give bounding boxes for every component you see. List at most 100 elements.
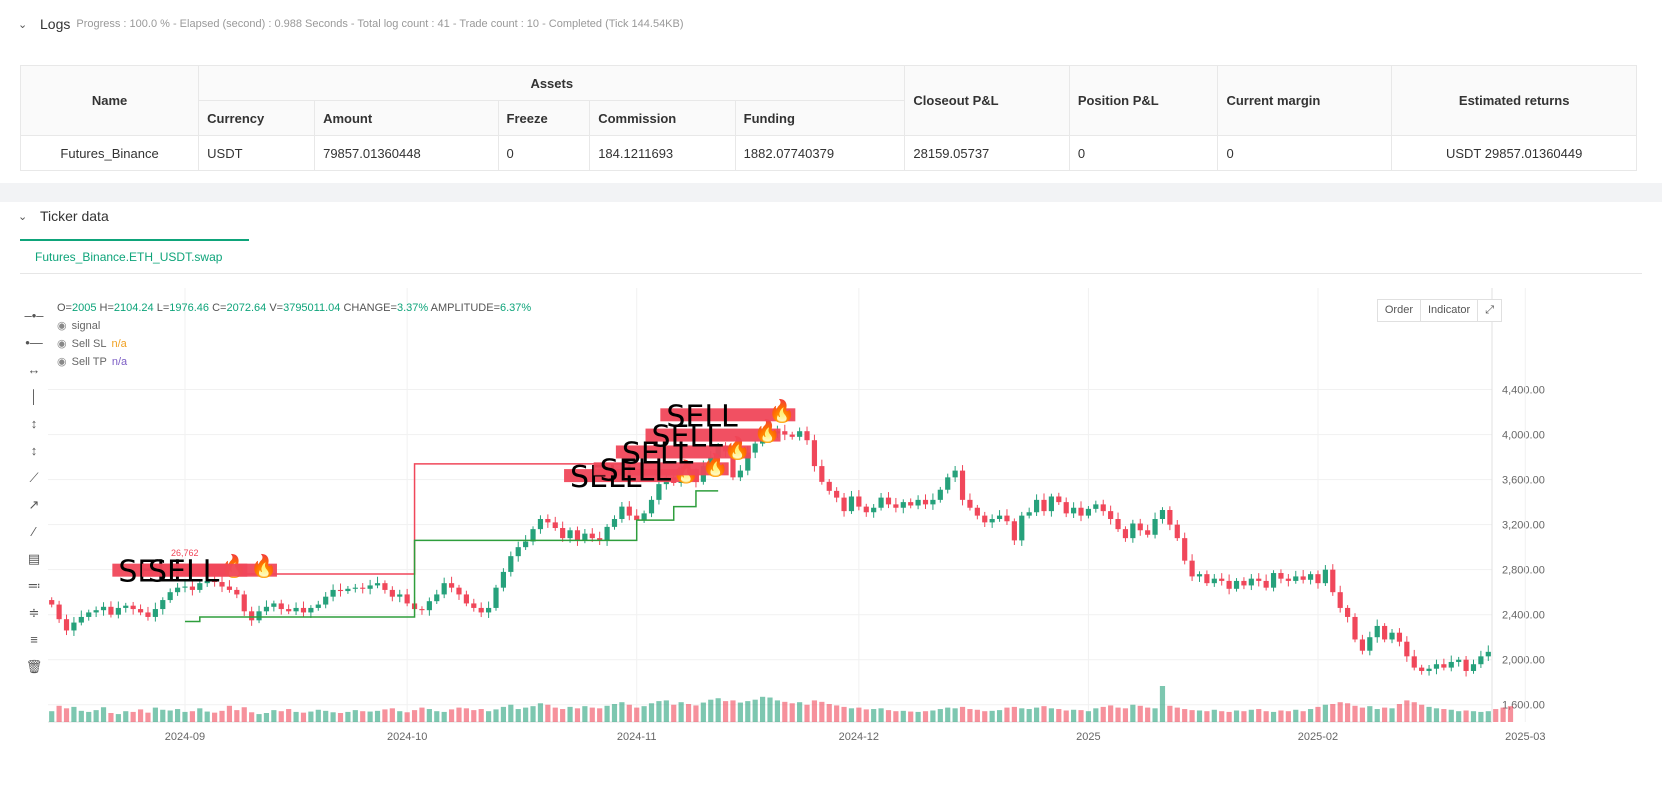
candle-body [300,607,307,613]
volume-bar [1256,709,1262,722]
candle-body [419,609,425,611]
volume-bar [523,707,529,722]
logs-header[interactable]: ⌄ Logs Progress : 100.0 % - Elapsed (sec… [18,14,684,34]
volume-bar [219,710,225,722]
candle-body [374,583,381,586]
fib-icon[interactable]: ≡ [30,632,38,647]
legend-sell-sl[interactable]: ◉ Sell SL n/a [57,335,531,353]
candle-body [1152,519,1158,535]
volume-bar [922,711,929,722]
high-value: 2104.24 [113,302,154,314]
volume-bar [722,701,729,722]
candle-body [1322,569,1328,584]
volume-bar [819,701,825,722]
chevron-down-icon[interactable]: ⌄ [18,210,28,223]
price-label-icon[interactable]: ▤ [27,550,41,566]
eye-icon[interactable]: ◉ [57,338,67,350]
eye-icon[interactable]: ◉ [57,356,67,368]
volume-bar [1108,705,1114,722]
volume-bar [1419,704,1425,722]
candle-body [1396,632,1403,642]
volume-bar [500,706,507,722]
volume-bar [767,697,773,722]
candle-body [1263,580,1269,588]
cell-freeze: 0 [497,135,591,171]
candle-body [86,612,92,617]
vertical-segment-icon[interactable]: ↕ [30,443,38,458]
segment-icon[interactable]: ∕ [32,524,36,539]
volume-bar [1352,705,1358,722]
chevron-down-icon[interactable]: ⌄ [18,18,28,31]
candle-body [1463,659,1469,671]
horizontal-ray-icon[interactable]: •— [25,335,43,350]
candle-body [174,587,181,593]
sell-signal-bar [615,445,751,459]
candle-body [871,507,877,513]
fullscreen-icon[interactable]: ⤢ [1485,304,1494,316]
candlestick-chart[interactable]: 4,400.00 4,000.00 3,600.00 3,200.00 2,800.00… [0,202,1662,794]
eye-icon[interactable]: ◉ [57,320,67,332]
candle-body [1115,519,1121,530]
sell-signal-label: SELL [666,399,738,434]
volume-bar [996,710,1003,722]
volume-bar [537,703,544,722]
candle-body [611,519,618,527]
candle-body [597,538,603,541]
candle-body [1470,664,1477,671]
ticker-header[interactable]: ⌄ Ticker data [18,206,109,226]
candle-body [1374,625,1380,638]
indicator-button[interactable]: Indicator [1421,300,1479,321]
volume-bar [982,711,988,722]
candle-body [582,533,588,541]
candle-body [1159,509,1166,520]
candle-body [315,604,321,608]
legend-signal[interactable]: ◉ signal [57,317,531,335]
vertical-line-icon[interactable]: │ [29,389,39,404]
order-button[interactable]: Order [1378,300,1421,321]
x-tick-label: 2025-03 [1505,731,1545,743]
volume-bar [811,700,818,722]
volume-bar [797,702,803,722]
candle-body [737,470,743,478]
candle-body [226,586,233,590]
logs-title: Logs [40,16,71,32]
candle-body [656,484,662,500]
volume-bar [1263,711,1269,722]
pitchfork-icon[interactable]: ≑ [28,604,40,620]
volume-bar [708,699,714,722]
candle-body [922,499,929,505]
parallel-channel-icon[interactable]: ≕ [27,577,41,593]
ray-icon[interactable]: ↗ [28,496,40,512]
volume-bar [1233,710,1240,722]
volume-bar [693,705,699,722]
volume-bar [567,706,573,722]
cell-funding: 1882.07740379 [734,135,906,171]
volume-bar [1004,707,1010,722]
volume-bar [419,707,425,722]
vertical-ray-icon[interactable]: ↕ [30,416,38,431]
candle-body [256,611,262,621]
volume-bar [700,702,706,722]
tab-eth-usdt-swap[interactable]: Futures_Binance.ETH_USDT.swap [20,239,249,273]
horizontal-line-icon[interactable]: ↔ [27,362,41,377]
candle-body [434,594,440,602]
candle-body [1093,504,1099,509]
volume-bar [604,705,610,722]
candle-body [426,601,432,611]
candle-body [448,583,455,588]
table-row: Futures_Binance USDT 79857.01360448 0 18… [19,135,1637,171]
trend-line-icon[interactable]: ⟋ [29,469,39,485]
trash-icon[interactable]: 🗑 [25,658,43,674]
volume-bar [1404,700,1410,722]
candle-body [982,515,988,523]
candle-body [493,587,499,608]
candle-body [996,515,1003,520]
candle-body [974,507,980,516]
cross-line-icon[interactable]: –•– [24,308,44,323]
legend-sell-tp[interactable]: ◉ Sell TP n/a [57,353,531,371]
volume-bar [367,711,373,722]
fire-icon: 🔥 [768,398,795,423]
volume-bar [1167,705,1173,722]
y-tick-label: 2,400.00 [1502,610,1545,622]
candle-body [752,443,758,453]
